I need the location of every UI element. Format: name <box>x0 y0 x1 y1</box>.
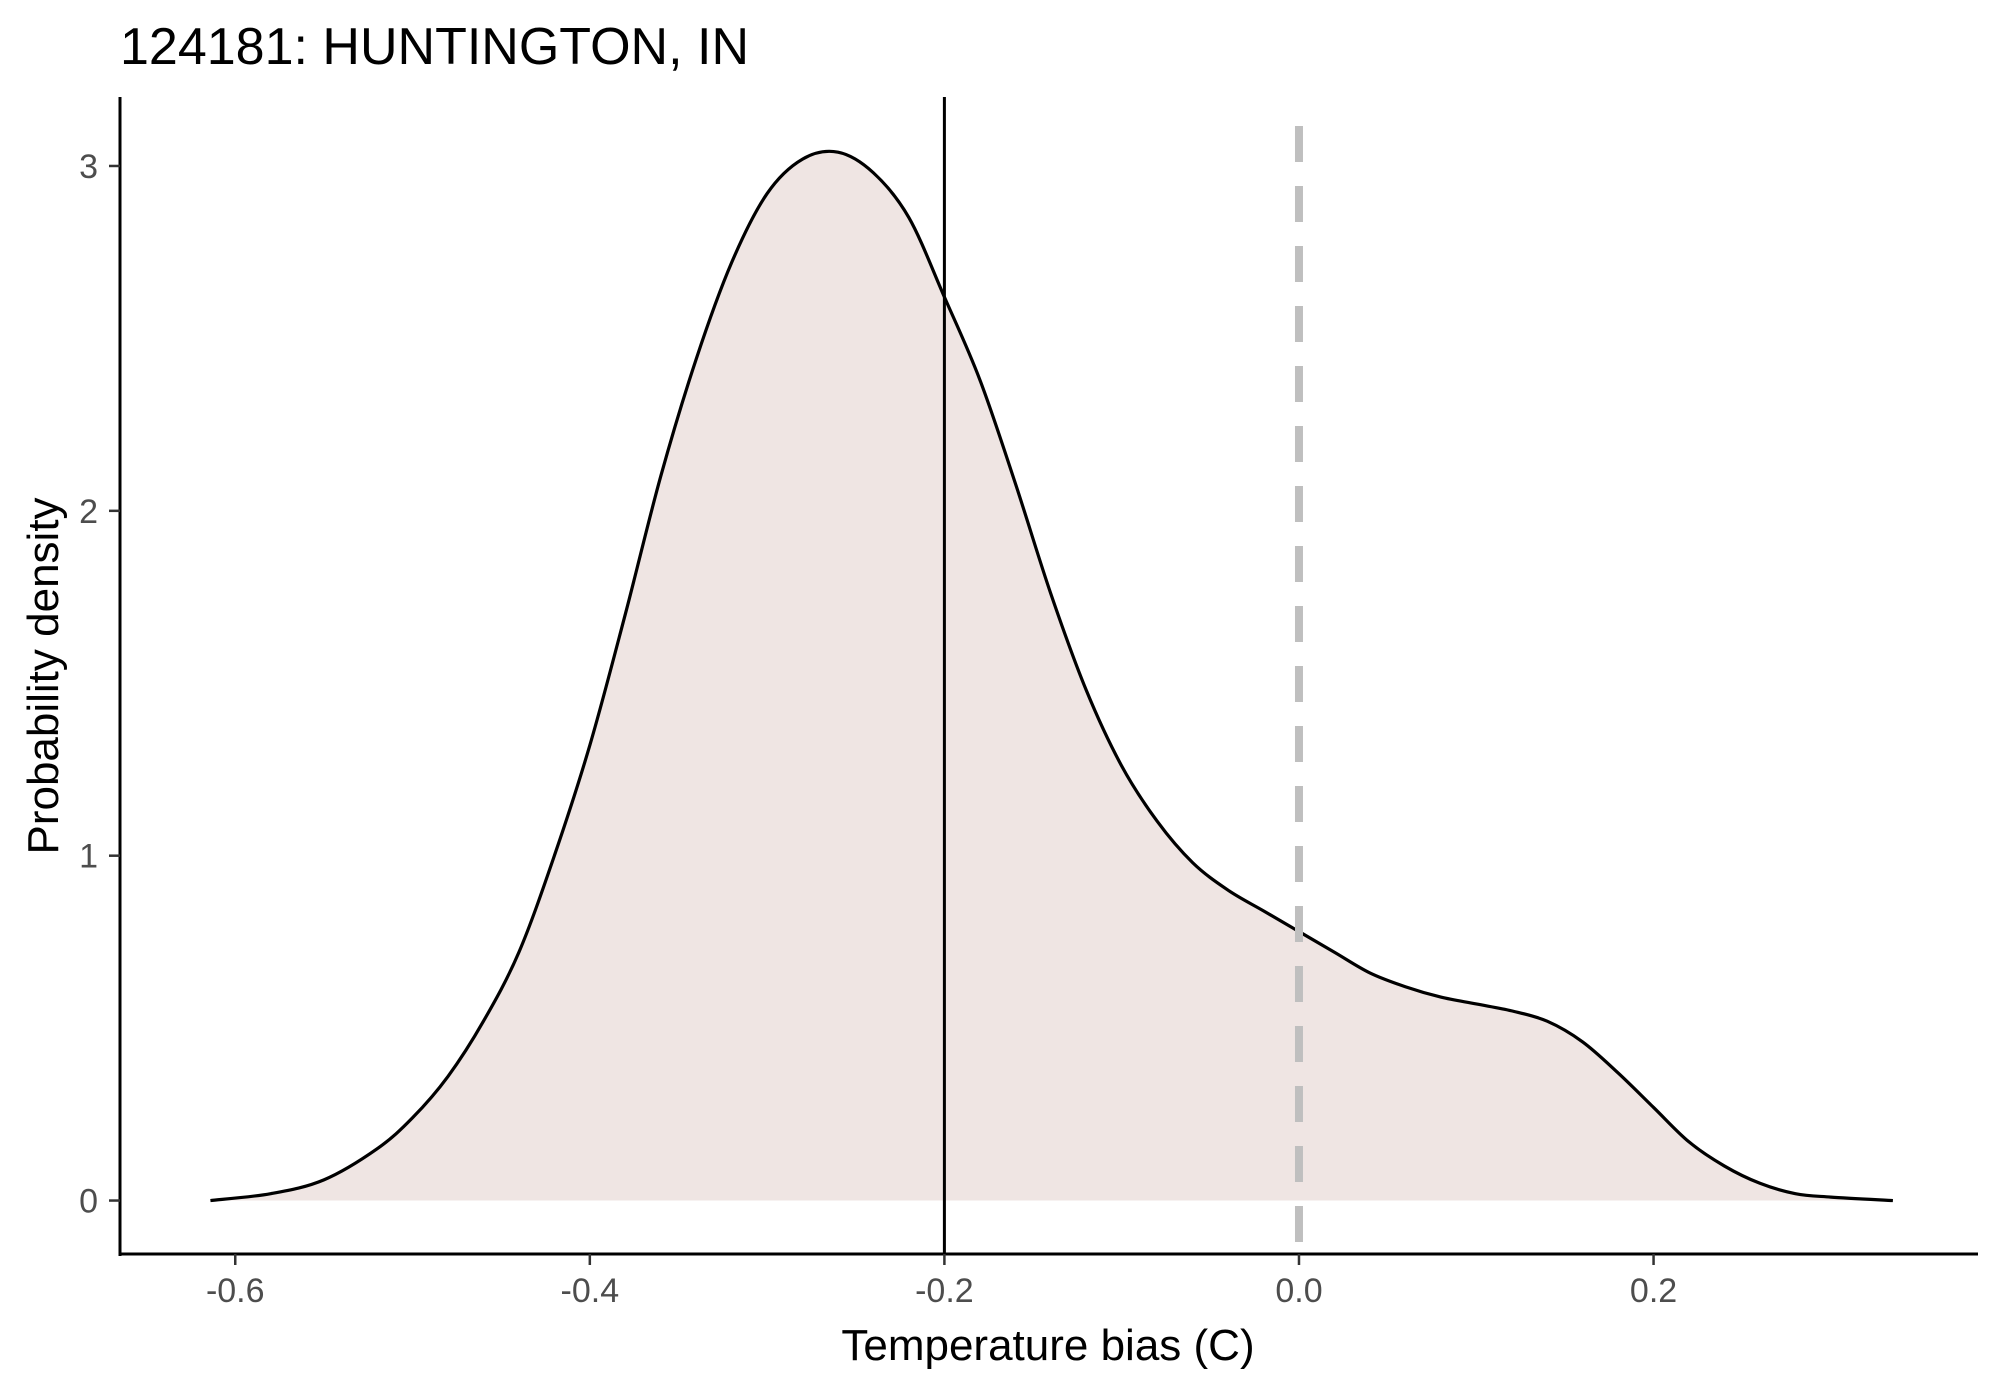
x-tick-label: -0.6 <box>206 1272 265 1310</box>
y-tick-label: 0 <box>79 1183 98 1221</box>
x-tick-label: -0.2 <box>915 1272 974 1310</box>
reference-lines <box>942 97 1303 1254</box>
y-tick-label: 1 <box>79 838 98 876</box>
y-axis-title: Probability density <box>19 497 68 854</box>
chart-title: 124181: HUNTINGTON, IN <box>120 18 749 76</box>
y-tick-label: 2 <box>79 493 98 531</box>
x-tick-label: 0.2 <box>1630 1272 1677 1310</box>
x-tick-label: -0.4 <box>561 1272 620 1310</box>
x-axis-title: Temperature bias (C) <box>841 1321 1254 1370</box>
y-tick-label: 3 <box>79 148 98 186</box>
y-axis-ticks: 0 1 2 3 <box>79 148 120 1221</box>
plot-area <box>210 149 1893 1203</box>
x-tick-label: 0.0 <box>1275 1272 1322 1310</box>
density-area-0 <box>210 151 1893 1201</box>
density-curve-0 <box>210 149 1893 1203</box>
x-axis-ticks: -0.6 -0.4 -0.2 0.0 0.2 <box>206 1254 1677 1310</box>
